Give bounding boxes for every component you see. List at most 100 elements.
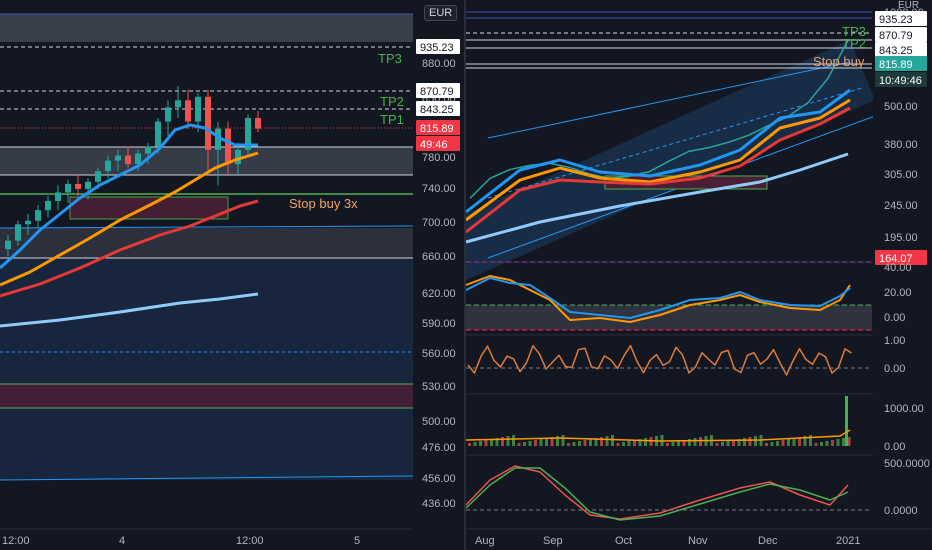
right-y-tick: 305.00 [884,169,918,181]
right-ema-mid [465,98,851,222]
tp1-label: TP1 [380,112,404,127]
left-last-tag: 815.89 [420,123,454,135]
channel-upper [487,61,851,139]
volume-spike [845,396,848,446]
vol-tick: 0.00 [884,441,905,453]
volume-bar [765,443,768,446]
left-y-tick: 456.00 [422,473,456,485]
volume-bar [589,439,592,446]
volume-bar [517,443,521,446]
candle-body [105,160,111,172]
right-tp2-label: TP2 [842,36,866,51]
volume-bar [638,439,642,446]
volume-bar [721,442,724,446]
osc4-line-a [465,465,849,520]
osc1-line-b [465,277,851,319]
volume-bar [836,439,840,446]
right-y-tick: 195.00 [884,232,918,244]
volume-bar [594,438,598,446]
candle-body [25,220,31,225]
osc4-line-b [465,467,849,521]
volume-bar [644,438,647,446]
osc1-line-a [465,275,851,323]
volume-bar [495,438,499,446]
candle-body [155,121,161,147]
volume-bar [468,443,471,446]
right-x-tick: Dec [758,535,778,547]
osc4-tick: 500.0000 [884,458,930,470]
volume-bar [545,438,548,446]
volume-bar [737,439,741,446]
volume-bar [677,441,680,446]
right-countdown-tag: 10:49:46 [879,75,922,87]
candle-body [175,100,181,108]
right-ema-fast [465,88,851,214]
candle-body [65,183,71,193]
candle-body [75,183,81,189]
right-tp3-tag-bg [875,11,927,26]
right-currency-label: EUR [898,0,920,11]
volume-bar [583,440,587,446]
volume-bar [748,437,752,446]
volume-bar [787,439,790,446]
volume-bar [528,441,532,446]
volume-bar [809,435,812,446]
right-tp1-tag-bg [875,42,927,57]
volume-bar [792,438,796,446]
volume-bar [523,442,526,446]
volume-bar [666,443,669,446]
volume-bar [479,441,482,446]
left-y-tick: 620.00 [422,288,456,300]
right-x-tick: Nov [688,535,708,547]
volume-bar [693,438,697,446]
entry-zone [0,147,413,175]
volume-bar [534,440,537,446]
left-y-tick: 560.00 [422,348,456,360]
candle-body [255,118,261,129]
right-tp1-tag: 843.25 [879,45,913,57]
volume-bar [627,441,631,446]
candle-body [85,181,91,189]
volume-bar [561,435,565,446]
left-axis-bg [413,0,465,550]
candle-body [165,107,171,122]
left-countdown-tag: 49:46 [420,139,448,151]
candle-body [5,240,11,250]
support-zone [0,228,413,258]
volume-bar [600,437,603,446]
volume-bar [842,438,845,446]
left-countdown-tag-bg [416,136,460,151]
left-currency-badge[interactable]: EUR [424,5,458,21]
right-x-tick: 2021 [836,535,860,547]
left-y-tick: 740.00 [422,183,456,195]
right-tp2-tag: 870.79 [879,30,913,42]
tp3-label: TP3 [378,51,402,66]
right-low-tag: 164.07 [879,253,913,265]
volume-bar [671,442,675,446]
volume-bar [726,441,730,446]
left-y-tick: 660.00 [422,251,456,263]
left-tp1-tag-bg [416,101,460,116]
right-countdown-tag-bg [875,72,927,87]
candle-body [145,146,151,154]
left-y-tick: 780.00 [422,152,456,164]
volume-bar [567,443,570,446]
ema-slow-line [0,199,259,298]
left-tp3-tag-bg [416,39,460,54]
right-ema-long [465,152,849,244]
left-y-tick: 590.00 [422,318,456,330]
right-x-tick: Oct [615,535,632,547]
left-last-tag-bg [416,120,460,135]
candle-body [115,155,121,161]
volume-bar [501,437,504,446]
osc4-tick: 0.0000 [884,505,918,517]
candle-body [205,96,211,150]
volume-bar [550,437,554,446]
candle-body [125,155,131,165]
left-y-tick: 530.00 [422,381,456,393]
volume-bar [682,440,686,446]
channel-zone [0,258,413,480]
left-x-tick: 4 [119,535,125,547]
